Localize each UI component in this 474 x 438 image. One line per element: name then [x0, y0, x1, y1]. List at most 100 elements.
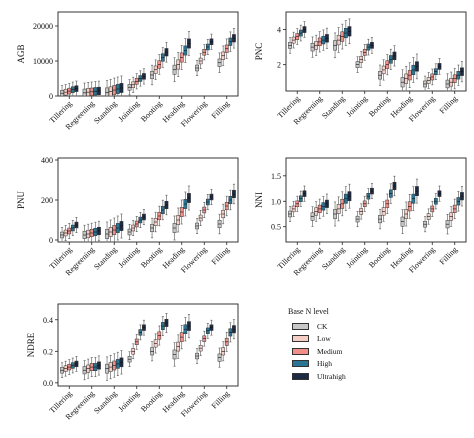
x-tick-label: Filling — [210, 389, 231, 410]
box-medium — [89, 357, 94, 377]
legend-item-high: High — [288, 358, 408, 371]
box-low — [198, 53, 203, 69]
box-ck — [172, 342, 177, 367]
box-medium — [67, 223, 72, 239]
legend-title: Base N level — [288, 307, 329, 316]
box-ck — [195, 218, 199, 234]
box-iqr — [82, 88, 87, 97]
box-ultrahigh — [209, 319, 214, 336]
box-low — [108, 219, 113, 243]
legend-label: Low — [317, 334, 331, 344]
box-high — [205, 323, 210, 339]
box-ck — [60, 227, 64, 243]
box-ultrahigh — [460, 61, 464, 83]
box-low — [359, 51, 364, 68]
box-low — [404, 65, 409, 92]
box-low — [131, 343, 136, 360]
box-high — [70, 357, 75, 374]
box-medium — [224, 195, 229, 217]
box-low — [449, 206, 454, 227]
box-medium — [452, 198, 457, 220]
box-ultrahigh — [164, 42, 169, 63]
box-high — [343, 186, 348, 212]
box-medium — [112, 217, 117, 243]
legend-item-medium: Medium — [288, 345, 408, 358]
box-high — [411, 186, 416, 212]
box-low — [426, 72, 431, 89]
box-medium — [67, 83, 72, 97]
box-low — [176, 334, 181, 359]
box-low — [381, 201, 386, 222]
box-ultrahigh — [119, 75, 124, 97]
box-medium — [224, 331, 229, 352]
box-ultrahigh — [164, 313, 169, 333]
box-low — [221, 45, 226, 66]
x-tick-label: Standing — [320, 94, 346, 120]
box-ultrahigh — [142, 209, 146, 225]
y-tick-label: 0.4 — [43, 316, 53, 325]
box-medium — [385, 54, 390, 76]
x-tick-label: Standing — [320, 245, 346, 271]
box-ultrahigh — [142, 319, 146, 336]
legend-swatch — [292, 347, 309, 355]
box-medium — [362, 195, 367, 212]
box-medium — [317, 198, 322, 220]
box-medium — [67, 359, 72, 375]
box-ck — [105, 80, 109, 97]
x-tick-label: Filling — [438, 94, 459, 115]
box-low — [131, 220, 136, 236]
box-ck — [217, 52, 222, 73]
legend: Base N level CK Low Medium High Ultrahig… — [288, 307, 408, 383]
box-high — [138, 70, 143, 87]
box-ck — [310, 36, 315, 58]
box-ultrahigh — [347, 183, 352, 209]
box-ultrahigh — [370, 37, 374, 54]
box-medium — [112, 77, 117, 97]
box-ultrahigh — [164, 194, 169, 216]
y-axis-label: NNI — [254, 192, 264, 208]
box-high — [366, 38, 371, 56]
chart-panel-nni: 0.51.01.5NNITilleringRegreeningStandingJ… — [254, 157, 467, 277]
box-medium — [179, 45, 184, 70]
y-tick-label: 0.5 — [271, 223, 281, 232]
box-high — [411, 57, 416, 83]
box-low — [86, 223, 91, 243]
plot-frame — [57, 303, 239, 387]
x-tick-label: Booting — [139, 245, 164, 270]
box-ck — [60, 362, 64, 378]
box-medium — [179, 199, 184, 225]
box-low — [221, 203, 226, 225]
y-tick-label: 0 — [49, 92, 53, 101]
box-ck — [355, 211, 360, 228]
box-low — [198, 210, 203, 226]
box-low — [176, 52, 181, 77]
y-tick-label: 0.0 — [43, 379, 53, 388]
box-high — [183, 191, 188, 217]
x-tick-label: Jointing — [117, 99, 142, 124]
box-high — [298, 190, 303, 207]
box-high — [138, 212, 143, 228]
y-tick-label: 0 — [49, 236, 53, 245]
box-medium — [89, 222, 94, 243]
box-high — [115, 351, 120, 376]
legend-label: High — [317, 359, 332, 369]
box-ck — [423, 75, 427, 92]
box-ultrahigh — [119, 213, 124, 239]
box-ultrahigh — [415, 178, 419, 204]
y-tick-label: 10000 — [33, 57, 53, 66]
box-medium — [385, 193, 390, 214]
box-ck — [82, 82, 87, 97]
box-ck — [150, 64, 154, 86]
x-tick-label: Filling — [210, 245, 231, 266]
box-ck — [150, 217, 154, 239]
plot-frame — [285, 157, 467, 243]
box-high — [115, 215, 120, 241]
box-low — [426, 208, 431, 225]
box-high — [183, 317, 188, 342]
box-ultrahigh — [97, 80, 101, 97]
box-medium — [157, 205, 162, 227]
box-low — [63, 225, 68, 241]
x-tick-label: Jointing — [117, 245, 142, 270]
box-high — [205, 39, 210, 55]
box-ck — [127, 351, 132, 367]
